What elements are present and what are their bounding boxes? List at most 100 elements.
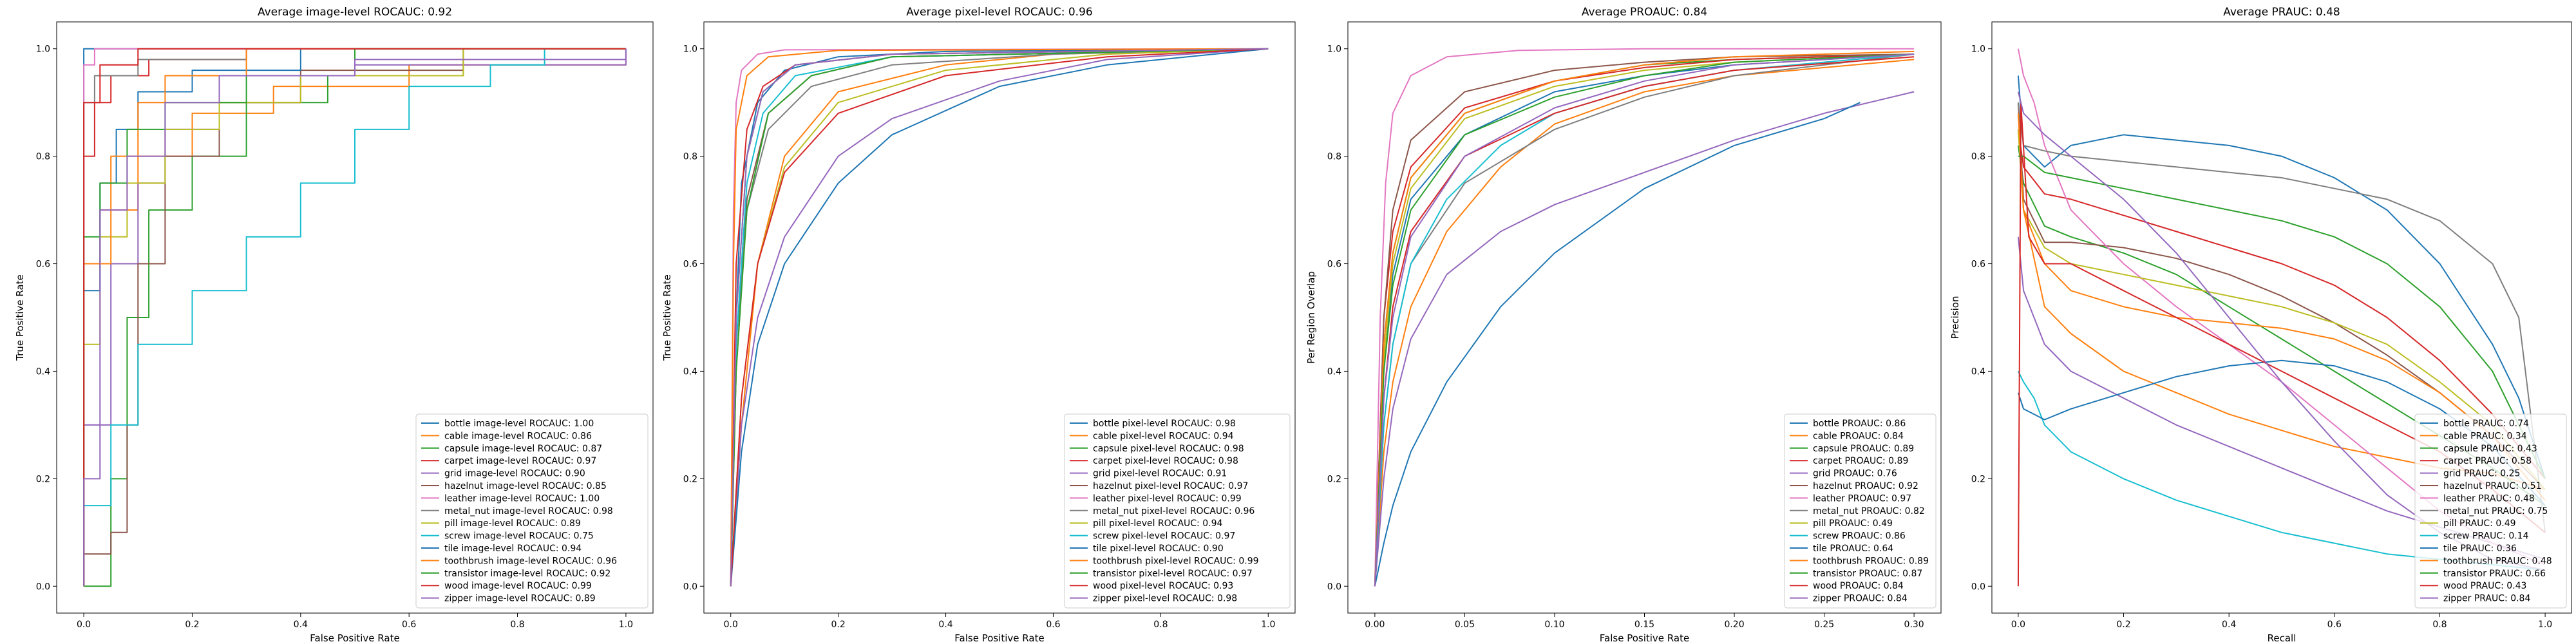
legend-entry: cable PROAUC: 0.84 [1790, 431, 1904, 441]
y-tick-label: 0.4 [1971, 366, 1985, 377]
legend-label: leather PROAUC: 0.97 [1813, 493, 1911, 504]
legend-label: tile image-level ROCAUC: 0.94 [444, 544, 582, 554]
x-tick-label: 0.0 [724, 620, 738, 630]
legend: bottle pixel-level ROCAUC: 0.98 cable pix… [1064, 413, 1291, 609]
legend-label: carpet pixel-level ROCAUC: 0.98 [1093, 456, 1238, 466]
legend-label: capsule PROAUC: 0.89 [1813, 444, 1914, 454]
legend-entry: zipper pixel-level ROCAUC: 0.98 [1070, 594, 1237, 604]
legend-entry: leather pixel-level ROCAUC: 0.99 [1070, 493, 1242, 504]
x-axis-label: False Positive Rate [310, 632, 399, 644]
legend-label: transistor PRAUC: 0.66 [2443, 569, 2546, 579]
legend-entry: carpet PROAUC: 0.89 [1790, 456, 1908, 466]
x-tick-label: 0.6 [1046, 620, 1060, 630]
legend-entry: toothbrush PRAUC: 0.48 [2420, 556, 2552, 566]
y-axis-label: Precision [1949, 296, 1961, 339]
legend-entry: metal_nut PRAUC: 0.75 [2420, 506, 2548, 516]
plot-frame [703, 21, 1296, 614]
legend-label: leather PRAUC: 0.48 [2443, 493, 2535, 504]
legend-label: wood PROAUC: 0.84 [1813, 581, 1904, 591]
x-tick-label: 0.4 [294, 620, 308, 630]
legend-label: toothbrush pixel-level ROCAUC: 0.99 [1093, 556, 1259, 566]
legend-label: cable PROAUC: 0.84 [1813, 431, 1904, 441]
x-tick-label: 0.00 [1365, 620, 1385, 630]
legend-entry: wood pixel-level ROCAUC: 0.93 [1070, 581, 1233, 591]
y-tick-label: 0.4 [683, 366, 697, 377]
legend-entry: carpet PRAUC: 0.58 [2420, 456, 2532, 466]
plot-frame [56, 21, 654, 614]
legend-label: zipper pixel-level ROCAUC: 0.98 [1093, 594, 1237, 604]
legend-entry: hazelnut PRAUC: 0.51 [2420, 481, 2542, 491]
legend-entry: grid PROAUC: 0.76 [1790, 469, 1897, 479]
legend-label: pill image-level ROCAUC: 0.89 [444, 518, 581, 529]
legend-label: carpet PROAUC: 0.89 [1813, 456, 1908, 466]
legend-label: wood PRAUC: 0.43 [2443, 581, 2526, 591]
y-tick-label: 0.8 [1327, 152, 1341, 162]
legend-label: zipper image-level ROCAUC: 0.89 [444, 594, 596, 604]
x-tick-label: 0.30 [1904, 620, 1924, 630]
x-tick-label: 0.25 [1814, 620, 1834, 630]
y-axis-label: Per Region Overlap [1305, 271, 1317, 364]
series-line-toothbrush [1374, 50, 1915, 587]
chart-panel-1: Average image-level ROCAUC: 0.92 0.0 0.2 0.… [14, 6, 654, 644]
legend-entry: toothbrush pixel-level ROCAUC: 0.99 [1070, 556, 1259, 566]
x-tick-label: 1.0 [619, 620, 633, 630]
legend-entry: wood image-level ROCAUC: 0.99 [421, 581, 592, 591]
chart-title: Average PRAUC: 0.48 [2223, 6, 2340, 19]
legend-label: pill pixel-level ROCAUC: 0.94 [1093, 518, 1222, 529]
plot-frame [1347, 21, 1942, 614]
x-tick-label: 0.2 [2116, 620, 2130, 630]
legend-entry: cable image-level ROCAUC: 0.86 [421, 431, 592, 441]
legend-label: cable image-level ROCAUC: 0.86 [444, 431, 592, 441]
legend-label: leather image-level ROCAUC: 1.00 [444, 493, 600, 504]
plot-frame [1991, 21, 2572, 614]
legend-label: metal_nut PRAUC: 0.75 [2443, 506, 2548, 516]
x-tick-label: 0.15 [1634, 620, 1654, 630]
legend-label: grid PROAUC: 0.76 [1813, 469, 1897, 479]
y-tick-label: 0.8 [1971, 152, 1985, 162]
legend: bottle image-level ROCAUC: 1.00 cable ima… [415, 413, 649, 609]
legend-label: zipper PROAUC: 0.84 [1813, 594, 1908, 604]
x-tick-label: 0.4 [2222, 620, 2236, 630]
legend: bottle PRAUC: 0.74 cable PRAUC: 0.34 capsu… [2414, 413, 2567, 609]
legend-entry: transistor pixel-level ROCAUC: 0.97 [1070, 569, 1253, 579]
legend-entry: tile image-level ROCAUC: 0.94 [421, 544, 582, 554]
chart-title: Average PROAUC: 0.84 [1582, 6, 1707, 19]
legend-label: hazelnut image-level ROCAUC: 0.85 [444, 481, 607, 491]
legend-entry: tile PRAUC: 0.36 [2420, 544, 2517, 554]
series-line-pill [1374, 53, 1915, 587]
legend-label: wood image-level ROCAUC: 0.99 [444, 581, 592, 591]
legend-entry: pill pixel-level ROCAUC: 0.94 [1070, 518, 1222, 529]
x-tick-label: 1.0 [2538, 620, 2552, 630]
x-axis-label: False Positive Rate [954, 632, 1044, 644]
series-line-transistor [2018, 155, 2546, 479]
legend-label: metal_nut PROAUC: 0.82 [1813, 506, 1925, 516]
legend-label: capsule image-level ROCAUC: 0.87 [444, 444, 602, 454]
x-tick-label: 0.8 [1153, 620, 1168, 630]
series-line-wood [83, 48, 626, 587]
x-axis-label: False Positive Rate [1600, 632, 1689, 644]
series-group [1374, 48, 1915, 587]
x-tick-label: 0.2 [185, 620, 199, 630]
legend-entry: zipper image-level ROCAUC: 0.89 [421, 594, 596, 604]
x-tick-label: 0.0 [2011, 620, 2025, 630]
legend-label: transistor PROAUC: 0.87 [1813, 569, 1922, 579]
y-tick-label: 0.2 [683, 474, 697, 484]
y-tick-label: 0.4 [1327, 366, 1341, 377]
legend-label: bottle PRAUC: 0.74 [2443, 419, 2529, 429]
series-line-zipper [83, 48, 627, 587]
legend-label: toothbrush PROAUC: 0.89 [1813, 556, 1929, 566]
legend-label: metal_nut pixel-level ROCAUC: 0.96 [1093, 506, 1255, 516]
legend-entry: bottle image-level ROCAUC: 1.00 [421, 419, 594, 429]
legend-label: tile PROAUC: 0.64 [1813, 544, 1893, 554]
chart-title: Average pixel-level ROCAUC: 0.96 [906, 6, 1092, 19]
series-line-grid [1374, 91, 1915, 587]
legend-label: bottle image-level ROCAUC: 1.00 [444, 419, 594, 429]
y-tick-label: 1.0 [36, 44, 50, 55]
legend-label: toothbrush PRAUC: 0.48 [2443, 556, 2552, 566]
legend-entry: screw PROAUC: 0.86 [1790, 531, 1906, 542]
legend: bottle PROAUC: 0.86 cable PROAUC: 0.84 cap… [1784, 413, 1937, 609]
series-line-zipper [730, 48, 1269, 587]
legend-entry: grid pixel-level ROCAUC: 0.91 [1070, 469, 1227, 479]
legend-label: hazelnut pixel-level ROCAUC: 0.97 [1093, 481, 1248, 491]
legend-entry: zipper PRAUC: 0.84 [2420, 594, 2530, 604]
